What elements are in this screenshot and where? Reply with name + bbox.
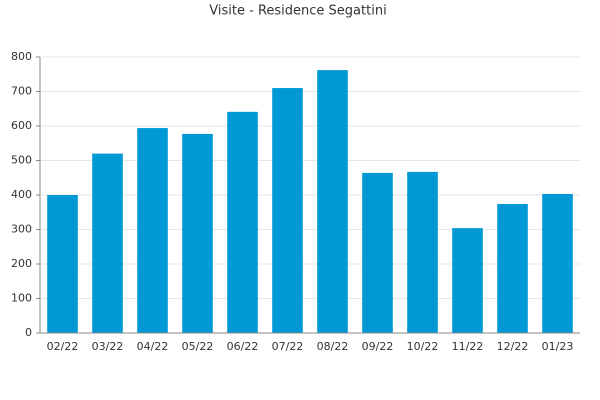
bar: [407, 171, 438, 333]
x-tick-label: 08/22: [317, 340, 349, 353]
x-tick-label: 07/22: [272, 340, 304, 353]
y-tick-label: 600: [11, 119, 32, 132]
x-tick-label: 05/22: [182, 340, 214, 353]
bar: [137, 128, 168, 333]
chart-title: Visite - Residence Segattini: [209, 4, 386, 19]
x-tick-label: 06/22: [227, 340, 259, 353]
x-tick-label: 09/22: [362, 340, 394, 353]
y-tick-label: 500: [11, 154, 32, 167]
bar: [227, 111, 258, 333]
bar: [272, 88, 303, 333]
y-tick-label: 0: [25, 326, 32, 339]
y-tick-label: 700: [11, 85, 32, 98]
bar: [182, 133, 213, 333]
bar: [542, 193, 573, 333]
x-tick-label: 04/22: [137, 340, 169, 353]
y-tick-label: 400: [11, 188, 32, 201]
bar: [362, 172, 393, 333]
y-tick-label: 300: [11, 223, 32, 236]
bar: [92, 153, 123, 333]
x-tick-label: 10/22: [407, 340, 439, 353]
x-tick-label: 12/22: [497, 340, 529, 353]
bar: [47, 195, 78, 333]
y-tick-label: 200: [11, 257, 32, 270]
bar: [452, 228, 483, 333]
y-tick-label: 800: [11, 50, 32, 63]
bar: [317, 70, 348, 334]
x-tick-label: 02/22: [47, 340, 79, 353]
x-tick-label: 01/23: [542, 340, 574, 353]
x-tick-label: 11/22: [452, 340, 484, 353]
x-tick-label: 03/22: [92, 340, 124, 353]
y-tick-label: 100: [11, 292, 32, 305]
bar: [497, 203, 528, 333]
